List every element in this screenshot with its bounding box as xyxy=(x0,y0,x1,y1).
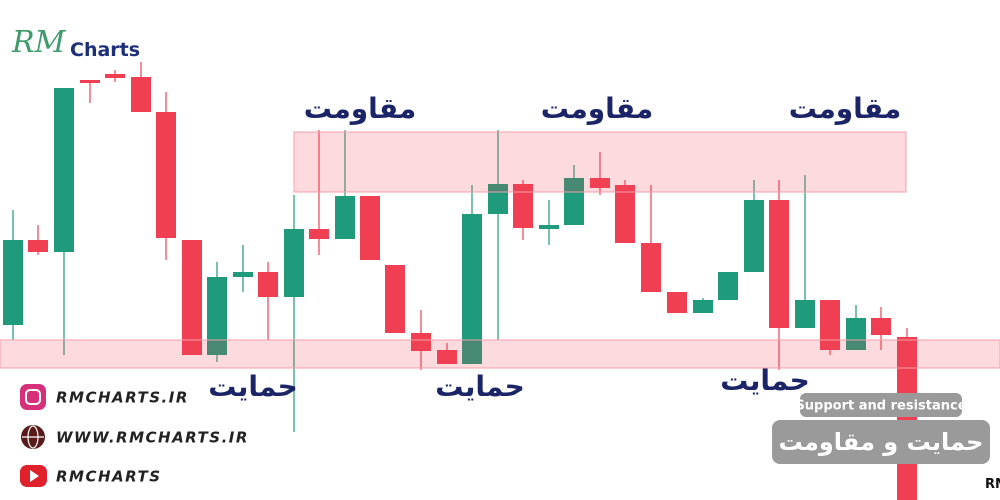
support-label: حمایت xyxy=(435,370,525,403)
candle-body xyxy=(284,229,304,297)
badge-title: حمایت و مقاومت xyxy=(779,428,984,456)
footer: دوره تئوری جامع بازار های مالی RMCHARTS xyxy=(985,477,1000,492)
candle-body xyxy=(462,214,482,364)
contact-text: RMCHARTS xyxy=(56,468,162,486)
candle-body xyxy=(590,178,610,188)
resistance-label: مقاومت xyxy=(541,92,653,125)
candle-body xyxy=(411,333,431,351)
candle-body xyxy=(335,196,355,239)
candle-body xyxy=(3,240,23,325)
candle-body xyxy=(131,77,151,112)
candle-body xyxy=(156,112,176,238)
contact-text: WWW.RMCHARTS.IR xyxy=(56,429,249,447)
candle-body xyxy=(795,300,815,328)
candle-body xyxy=(28,240,48,252)
badge-subtitle: Support and resistance xyxy=(795,399,966,414)
candle-body xyxy=(207,277,227,355)
badge-title-box xyxy=(772,420,990,464)
candle-body xyxy=(437,350,457,364)
candle-body xyxy=(385,265,405,333)
candle-body xyxy=(769,200,789,328)
candle-body xyxy=(846,318,866,350)
resistance-label: مقاومت xyxy=(789,92,901,125)
candle-body xyxy=(641,243,661,292)
candle-body xyxy=(182,240,202,355)
candle-body xyxy=(105,74,125,78)
candle-body xyxy=(871,318,891,335)
badge-subtitle-box xyxy=(800,393,962,417)
instagram-icon-detail xyxy=(25,389,41,405)
candle-body xyxy=(693,300,713,313)
candle-body xyxy=(744,200,764,272)
resistance-zone xyxy=(293,131,907,193)
candle-body xyxy=(820,300,840,350)
candle-body xyxy=(718,272,738,300)
candle-body xyxy=(615,185,635,243)
support-zone xyxy=(0,339,1000,369)
candle-body xyxy=(667,292,687,313)
candle-body xyxy=(360,196,380,260)
youtube-icon-detail xyxy=(30,470,39,482)
candle-body xyxy=(233,272,253,277)
support-label: حمایت xyxy=(720,364,810,397)
candle-body xyxy=(309,229,329,239)
candle-body xyxy=(564,178,584,225)
candle-body xyxy=(513,184,533,228)
instagram-icon xyxy=(20,384,46,410)
candle-body xyxy=(258,272,278,297)
candle-body xyxy=(539,225,559,229)
candle-body xyxy=(54,88,74,252)
resistance-label: مقاومت xyxy=(304,92,416,125)
logo-mark: RM xyxy=(11,25,67,60)
logo-name: Charts xyxy=(70,39,140,61)
contact-text: RMCHARTS.IR xyxy=(56,389,189,407)
candle-body xyxy=(80,80,100,83)
support-label: حمایت xyxy=(208,370,298,403)
